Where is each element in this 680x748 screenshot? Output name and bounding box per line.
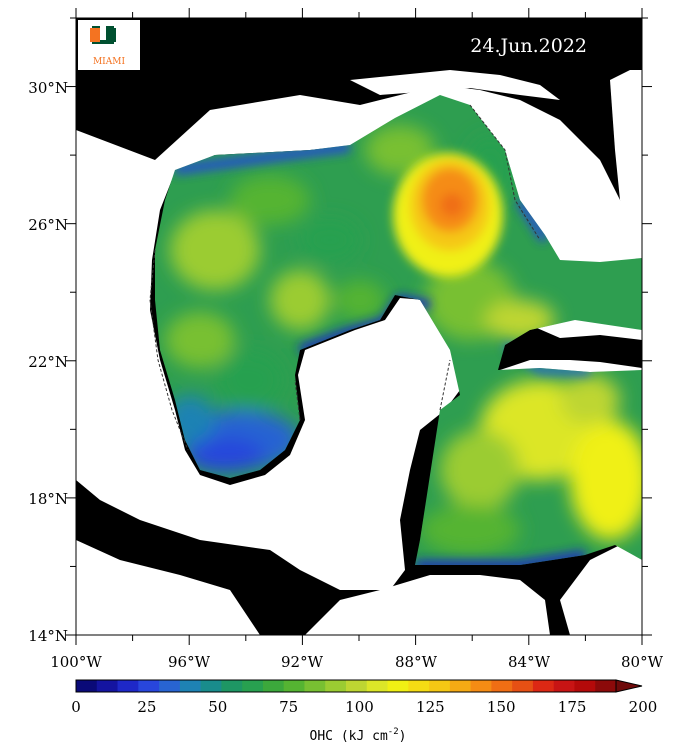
colorbar-extend-arrow [615,679,643,693]
colorbar-title-text: OHC (kJ cm [310,729,388,744]
colorbar-swatch [574,680,596,692]
colorbar-swatch [470,680,492,692]
colorbar-title-end: ) [399,729,407,744]
latitude-labels: 30°N 26°N 22°N 18°N 14°N [28,79,68,645]
colorbar-swatch [346,680,368,692]
colorbar-swatch [449,680,472,692]
colorbar-tick-label: 0 [71,698,81,716]
colorbar-tick-label: 50 [208,698,227,716]
colorbar-swatch [429,680,451,692]
lat-label-30n: 30°N [28,79,68,97]
isobath-contour [149,104,541,451]
lat-label-26n: 26°N [28,216,68,234]
colorbar-tick-labels: 0 25 50 75 100 125 150 175 200 [71,698,657,716]
colorbar-swatches [76,680,617,692]
tick-marks [66,8,652,645]
colorbar-swatch [262,680,285,692]
lon-label-88w: 88°W [395,653,438,671]
colorbar-title-exponent: -2 [388,727,399,737]
colorbar-swatch [595,680,617,692]
colorbar-swatch [408,680,430,692]
colorbar-swatch [387,680,409,692]
colorbar-swatch [304,680,326,692]
colorbar: 0 25 50 75 100 125 150 175 200 OHC (kJ cm-2) [71,679,657,744]
lat-label-18n: 18°N [28,490,68,508]
colorbar-swatch [76,680,98,692]
colorbar-swatch [512,680,534,692]
colorbar-swatch [553,680,575,692]
colorbar-swatch [117,680,139,692]
colorbar-swatch [532,680,555,692]
lat-label-22n: 22°N [28,353,68,371]
colorbar-border [75,679,617,693]
longitude-labels: 100°W 96°W 92°W 88°W 84°W 80°W [50,653,663,671]
colorbar-swatch [283,680,305,692]
colorbar-swatch [221,680,243,692]
logo-text: MIAMI [93,57,125,67]
colorbar-swatch [200,680,222,692]
colorbar-tick-label: 150 [487,698,516,716]
no-data-regions [76,70,642,635]
colorbar-tick-label: 100 [345,698,374,716]
lon-label-96w: 96°W [168,653,211,671]
map-area [76,18,642,635]
colorbar-swatch [366,680,389,692]
colorbar-tick-label: 175 [558,698,587,716]
lon-label-100w: 100°W [50,653,102,671]
university-logo: MIAMI [78,20,140,70]
lon-label-80w: 80°W [621,653,664,671]
colorbar-swatch [242,680,264,692]
colorbar-tick-label: 200 [629,698,658,716]
colorbar-swatch [96,680,119,692]
colorbar-swatch [325,680,347,692]
colorbar-tick-label: 25 [137,698,156,716]
lon-label-92w: 92°W [281,653,324,671]
colorbar-tick-label: 125 [416,698,445,716]
colorbar-tick-label: 75 [279,698,298,716]
colorbar-swatch [179,680,202,692]
colorbar-title: OHC (kJ cm-2) [310,727,407,744]
date-label: 24.Jun.2022 [470,35,587,57]
lat-label-14n: 14°N [28,627,68,645]
colorbar-swatch [138,680,160,692]
colorbar-swatch [491,680,513,692]
lon-label-84w: 84°W [508,653,551,671]
colorbar-swatch [159,680,181,692]
